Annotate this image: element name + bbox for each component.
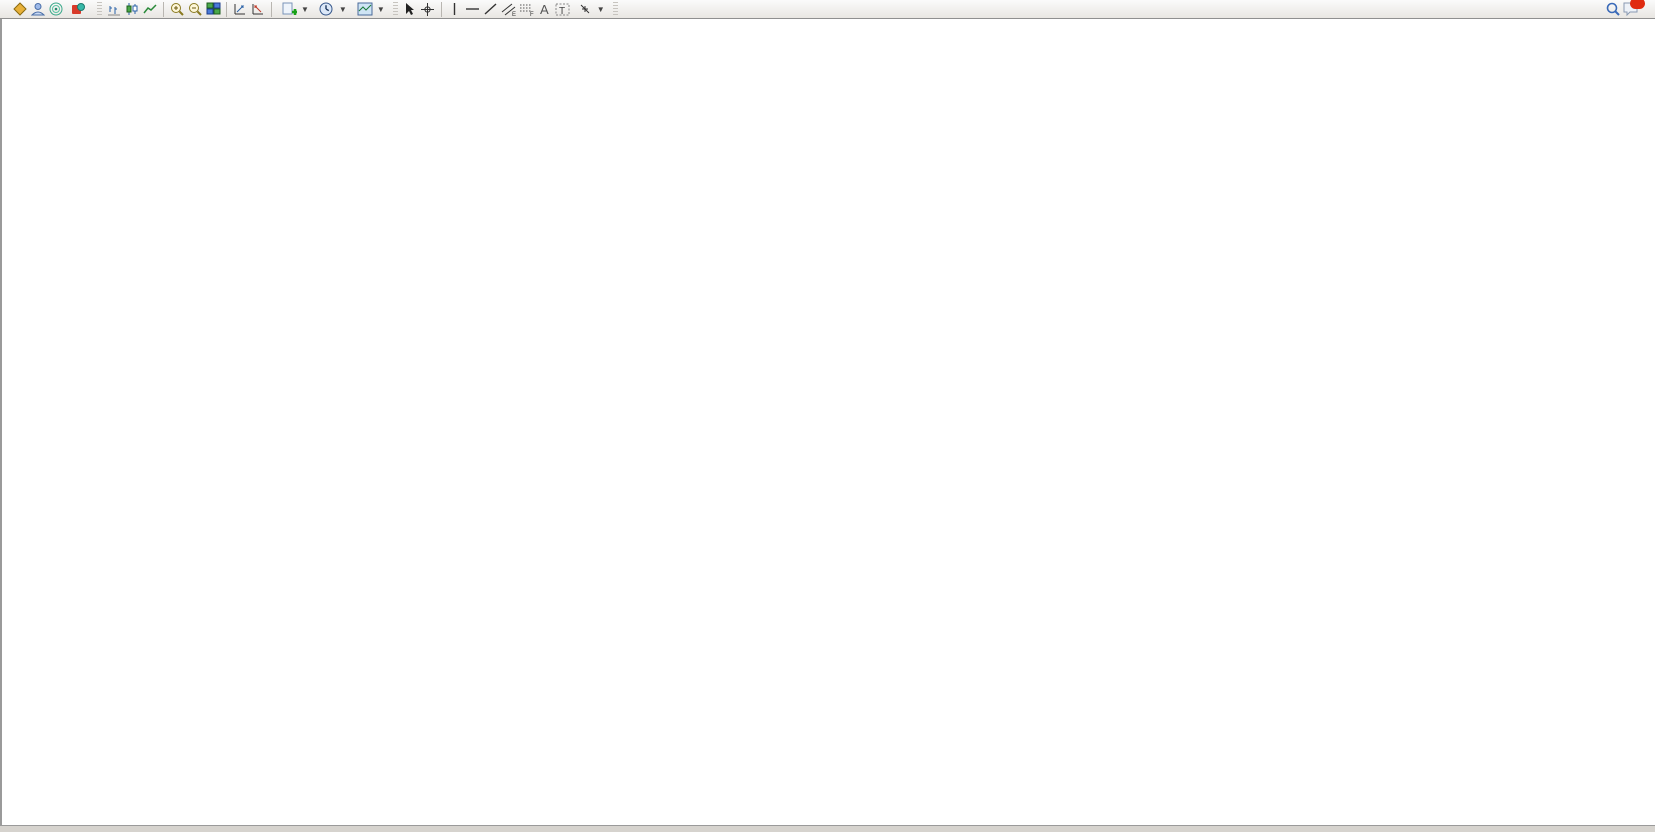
gold-icon[interactable] — [12, 2, 28, 17]
trendline-icon[interactable] — [483, 2, 499, 17]
search-icon[interactable] — [1605, 2, 1621, 17]
arrows-button[interactable]: ▼ — [573, 1, 609, 18]
chevron-down-icon: ▼ — [338, 4, 347, 14]
vertical-line-icon[interactable] — [447, 2, 463, 17]
zoom-in-icon[interactable] — [169, 2, 185, 17]
arrows-icon — [577, 2, 593, 17]
indicator-window-icon[interactable] — [232, 2, 248, 17]
zoom-out-icon[interactable] — [187, 2, 203, 17]
text-icon[interactable]: A — [537, 2, 553, 17]
chevron-down-icon: ▼ — [596, 4, 605, 14]
chevron-down-icon: ▼ — [301, 4, 309, 14]
tile-windows-icon[interactable] — [205, 2, 221, 17]
svg-text:T: T — [559, 6, 565, 17]
template-icon — [357, 2, 373, 17]
add-indicator-button[interactable]: ▼ — [277, 1, 313, 18]
autotrade-icon — [70, 2, 86, 17]
toolbar: ▼ ▼ ▼ E F A T ▼ — [0, 0, 1655, 19]
cursor-icon[interactable] — [402, 2, 418, 17]
toolbar-separator — [271, 1, 272, 17]
add-indicator-icon — [281, 2, 297, 17]
fibonacci-icon[interactable]: F — [519, 2, 535, 17]
toolbar-grip — [392, 1, 398, 17]
template-button[interactable]: ▼ — [353, 1, 389, 18]
crosshair-icon[interactable] — [420, 2, 436, 17]
window-bottom-strip — [0, 825, 1655, 832]
svg-text:F: F — [530, 12, 534, 17]
toolbar-separator — [440, 1, 442, 17]
chevron-down-icon: ▼ — [376, 4, 385, 14]
radar-icon[interactable] — [48, 2, 64, 17]
toolbar-grip — [612, 1, 618, 17]
toolbar-grip — [97, 1, 102, 17]
svg-text:E: E — [512, 12, 516, 17]
chat-icon[interactable] — [1623, 0, 1645, 17]
notification-badge — [1630, 0, 1645, 9]
period-clock-icon — [319, 2, 335, 17]
bar-chart-icon[interactable] — [106, 2, 122, 17]
user-icon[interactable] — [30, 2, 46, 17]
label-icon[interactable]: T — [555, 2, 571, 17]
horizontal-line-icon[interactable] — [465, 2, 481, 17]
window-left-edge — [0, 19, 2, 832]
toolbar-separator — [163, 1, 164, 17]
period-button[interactable]: ▼ — [315, 1, 351, 18]
candlestick-icon[interactable] — [124, 2, 140, 17]
indicator-list-icon[interactable] — [250, 2, 266, 17]
channel-icon[interactable]: E — [501, 2, 517, 17]
new-order-button[interactable] — [2, 1, 10, 18]
toolbar-separator — [226, 1, 227, 17]
line-chart-icon[interactable] — [142, 2, 158, 17]
auto-trading-button[interactable] — [66, 1, 93, 18]
svg-text:A: A — [540, 2, 549, 16]
